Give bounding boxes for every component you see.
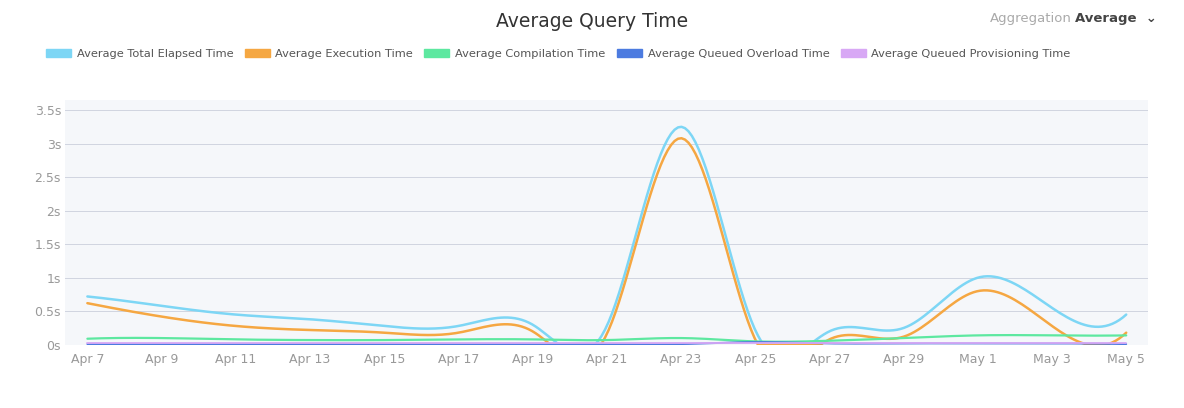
Text: Aggregation: Aggregation [990,12,1072,25]
Text: Average  ⌄: Average ⌄ [1075,12,1157,25]
Legend: Average Total Elapsed Time, Average Execution Time, Average Compilation Time, Av: Average Total Elapsed Time, Average Exec… [41,44,1075,64]
Text: Average Query Time: Average Query Time [496,12,688,31]
